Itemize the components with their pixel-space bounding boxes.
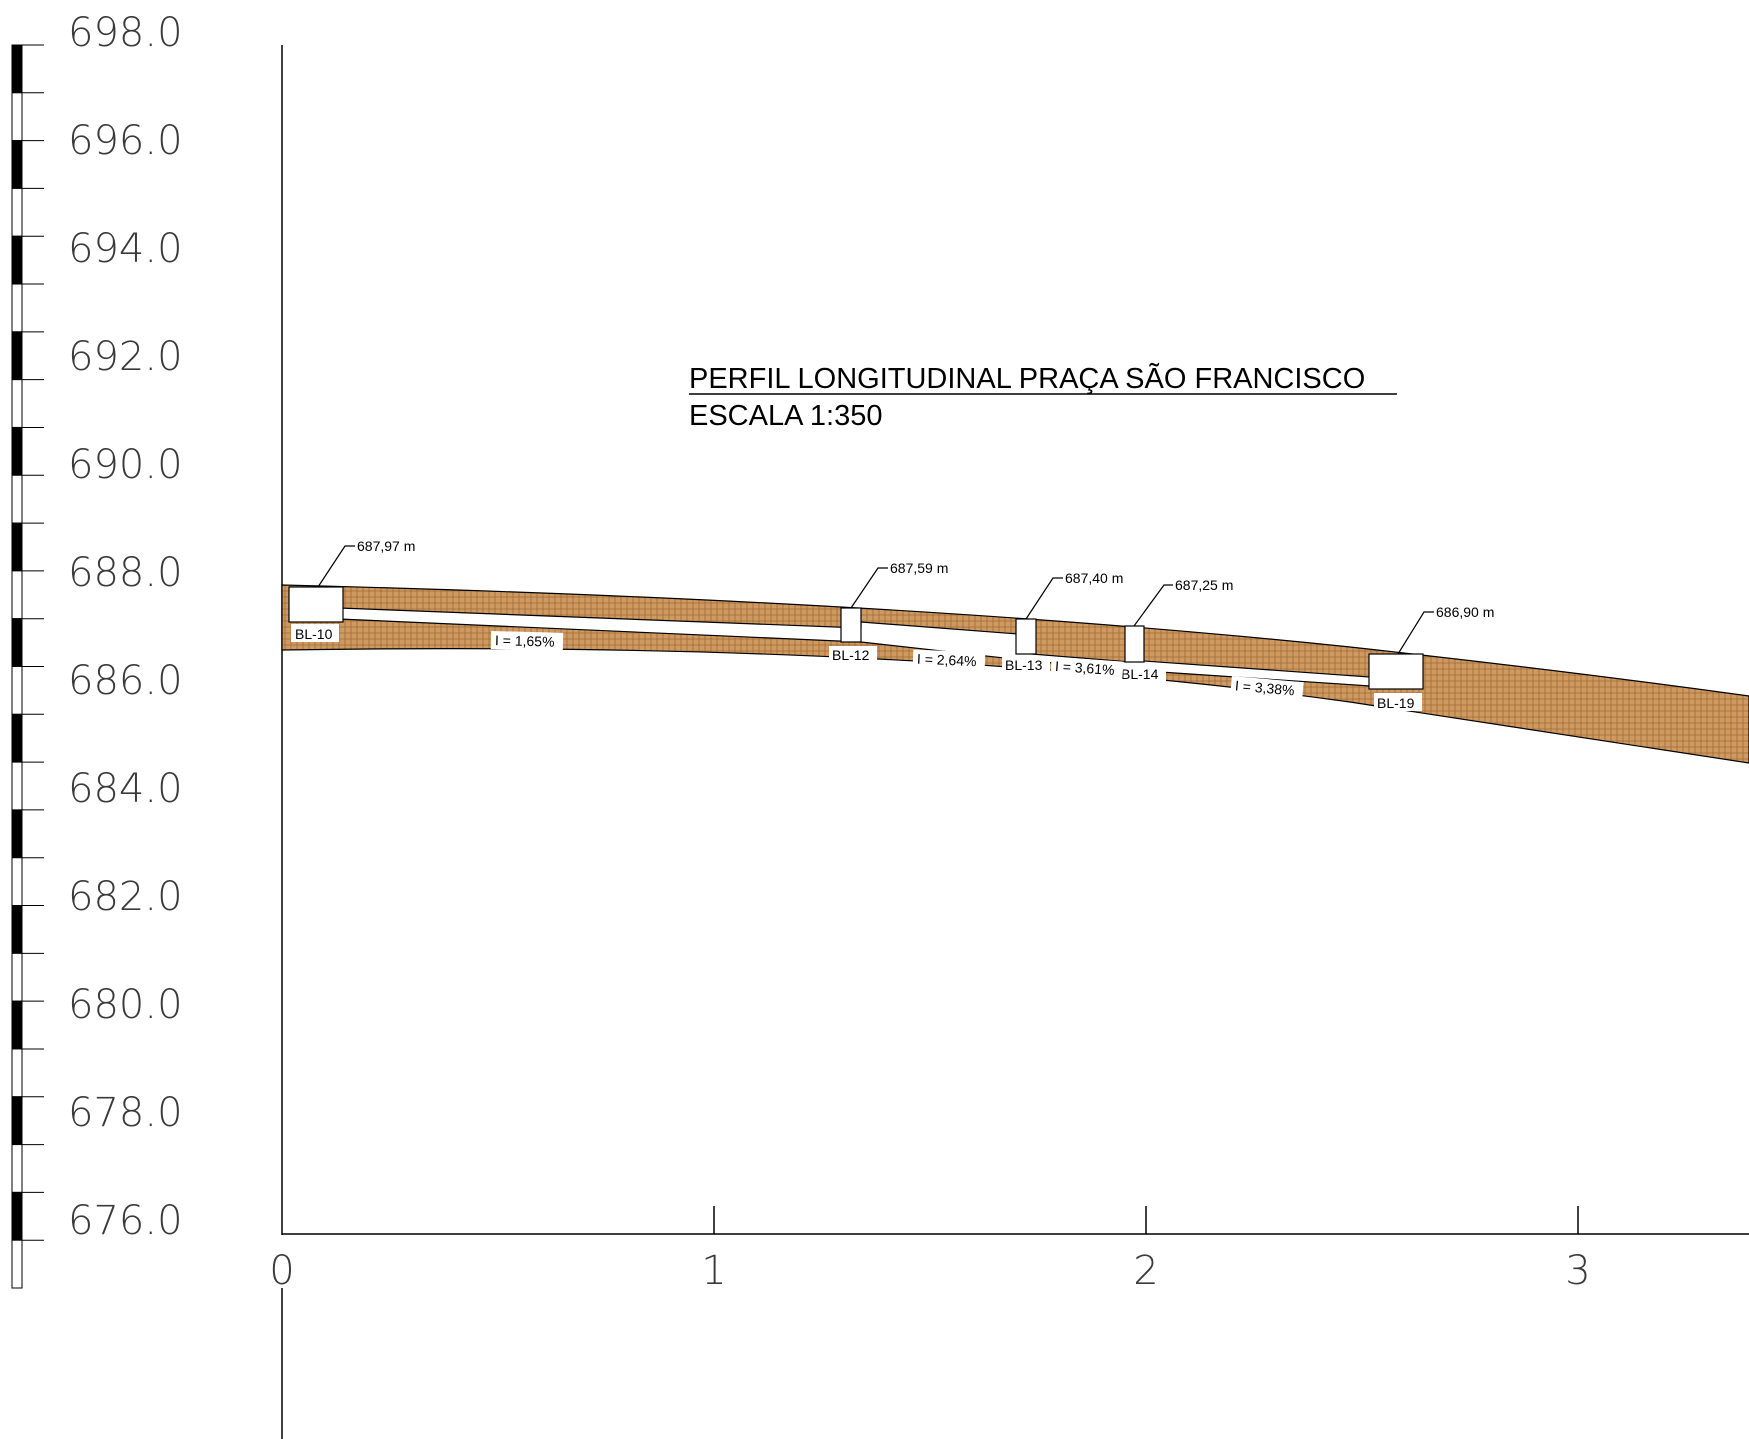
- elevation-label-678: 678.0: [68, 1090, 183, 1136]
- leader-bl-13: [1025, 577, 1063, 620]
- elevation-callout-labels: 687,97 m 687,59 m 687,40 m 687,25 m 686,…: [357, 538, 1494, 620]
- tag-bl-13: BL-13: [1005, 657, 1043, 673]
- ruler-block: [11, 1000, 23, 1050]
- ruler-block: [11, 1191, 23, 1241]
- slope-bg-3: [1050, 656, 1124, 680]
- ruler-block: [11, 92, 23, 142]
- callout-bl-19: 686,90 m: [1436, 604, 1494, 620]
- ruler-block: [11, 1239, 23, 1289]
- slope-labels: I = 1,65% I = 2,64% I = 3,61% I = 3,38%: [490, 630, 1304, 701]
- ruler-block: [11, 618, 23, 668]
- slope-bg-4: [1230, 675, 1304, 701]
- tag-bg-bl-10: [291, 624, 339, 642]
- elevation-label-686: 686.0: [68, 658, 183, 704]
- ruler-block: [11, 140, 23, 189]
- elevation-label-682: 682.0: [68, 874, 183, 920]
- elevation-label-698: 698.0: [68, 10, 183, 56]
- tag-bl-14: BL-14: [1121, 666, 1159, 682]
- slope-bg-2: [912, 649, 986, 671]
- box-bl-14: [1124, 625, 1145, 663]
- tag-bg-bl-14: [1118, 665, 1166, 683]
- distance-label-1: 1: [701, 1248, 726, 1294]
- ruler-block: [11, 379, 23, 428]
- tag-bl-19: BL-19: [1377, 695, 1415, 711]
- ruler-labels: 698.0 696.0 694.0 692.0 690.0 688.0 686.…: [68, 10, 183, 1244]
- leader-bl-19: [1397, 611, 1434, 655]
- slope-label-2: I = 2,64%: [917, 651, 977, 670]
- elevation-label-694: 694.0: [68, 226, 183, 272]
- distance-axis: 0 1 2 3: [269, 45, 1749, 1439]
- drawing-scale: ESCALA 1:350: [689, 400, 882, 432]
- box-bl-12: [840, 607, 862, 643]
- ruler-block: [11, 809, 23, 859]
- leader-bl-12: [850, 567, 888, 609]
- ruler-block: [11, 570, 23, 620]
- slope-label-4: I = 3,38%: [1234, 677, 1295, 698]
- distance-label-0: 0: [269, 1248, 294, 1294]
- ruler-block: [11, 1048, 23, 1098]
- leader-bl-10: [317, 545, 355, 588]
- ruler-block: [11, 1144, 23, 1193]
- tag-bg-bl-13: [1002, 656, 1050, 674]
- ruler-block: [11, 713, 23, 763]
- leader-bl-14: [1133, 584, 1173, 627]
- elevation-label-676: 676.0: [68, 1198, 183, 1244]
- ruler-block: [11, 905, 23, 954]
- callout-bl-13: 687,40 m: [1065, 570, 1123, 586]
- callout-bl-14: 687,25 m: [1175, 577, 1233, 593]
- box-bl-13: [1015, 618, 1037, 655]
- drawing-title: PERFIL LONGITUDINAL PRAÇA SÃO FRANCISCO: [689, 361, 1365, 395]
- title-block: PERFIL LONGITUDINAL PRAÇA SÃO FRANCISCO …: [689, 361, 1397, 432]
- box-bl-10: [288, 586, 344, 623]
- box-id-tags: BL-10 BL-12 BL-13 BL-14 BL-19: [291, 624, 1422, 711]
- distance-label-2: 2: [1133, 1248, 1158, 1294]
- ruler-block: [11, 426, 23, 476]
- elevation-label-696: 696.0: [68, 118, 183, 164]
- callout-bl-12: 687,59 m: [890, 560, 948, 576]
- ruler-block: [11, 474, 23, 524]
- slope-label-3: I = 3,61%: [1055, 658, 1116, 678]
- elevation-label-692: 692.0: [68, 334, 183, 380]
- ruler-block: [11, 331, 23, 381]
- elevation-label-684: 684.0: [68, 766, 183, 812]
- ruler-block: [11, 761, 23, 811]
- elevation-label-690: 690.0: [68, 442, 183, 488]
- elevation-label-680: 680.0: [68, 982, 183, 1028]
- ruler-block: [11, 952, 23, 1002]
- tag-bg-bl-19: [1374, 693, 1422, 711]
- elevation-label-688: 688.0: [68, 550, 183, 596]
- ruler-blocks: [11, 44, 44, 1289]
- ruler-block: [11, 857, 23, 907]
- elevation-ruler: 698.0 696.0 694.0 692.0 690.0 688.0 686.…: [11, 10, 183, 1289]
- slope-label-1: I = 1,65%: [495, 632, 555, 650]
- inspection-boxes: [288, 586, 1424, 690]
- ruler-block: [11, 666, 23, 715]
- ruler-block: [11, 44, 23, 94]
- distance-label-3: 3: [1565, 1248, 1590, 1294]
- box-bl-19: [1368, 653, 1424, 690]
- callout-bl-10: 687,97 m: [357, 538, 415, 554]
- tag-bl-12: BL-12: [832, 647, 870, 663]
- slope-bg-1: [490, 630, 564, 651]
- ruler-block: [11, 187, 23, 237]
- tag-bl-10: BL-10: [295, 626, 333, 642]
- elevation-callouts: [317, 545, 1434, 655]
- ruler-block: [11, 1096, 23, 1146]
- ruler-block: [11, 522, 23, 572]
- tag-bg-bl-12: [829, 646, 877, 664]
- ruler-block: [11, 235, 23, 285]
- ruler-block: [11, 283, 23, 333]
